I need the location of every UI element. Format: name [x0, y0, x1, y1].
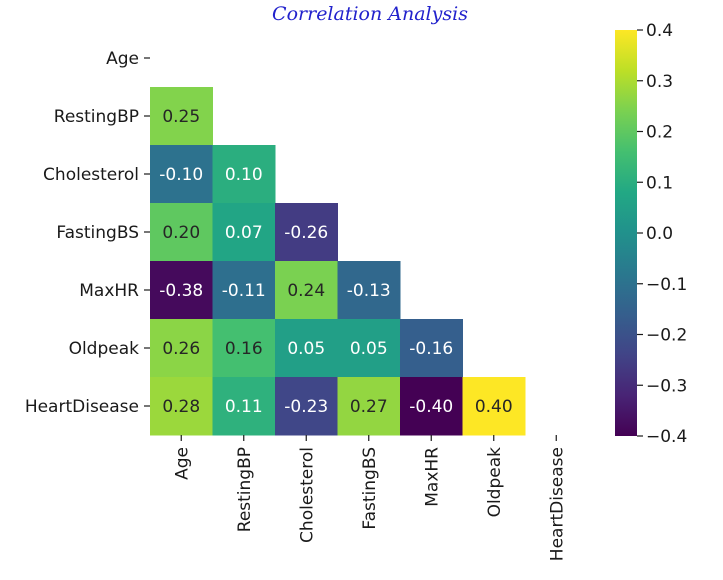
heatmap-cell: [462, 377, 526, 436]
cell-value-label: 0.05: [287, 339, 325, 359]
heatmap-cell: [212, 145, 276, 204]
y-tick-label: Oldpeak: [69, 339, 140, 359]
x-tick-label: Oldpeak: [485, 447, 505, 518]
y-tick-label: FastingBS: [56, 223, 139, 243]
colorbar-tick-label: 0.4: [646, 21, 673, 41]
heatmap-cell: [212, 319, 276, 378]
cell-value-label: 0.20: [162, 223, 200, 243]
heatmap-cell: [275, 203, 338, 262]
x-axis-tick-labels: Age RestingBP Cholesterol FastingBS MaxHR Old…: [172, 435, 567, 561]
colorbar-tick-label: −0.1: [646, 275, 687, 295]
colorbar-tick-label: 0.0: [646, 224, 673, 244]
colorbar-tick-label: −0.3: [646, 376, 687, 396]
heatmap-cell: [275, 261, 338, 320]
colorbar-tick-label: 0.2: [646, 123, 673, 143]
colorbar-tick-label: −0.4: [646, 427, 687, 447]
heatmap-cell: [150, 377, 213, 436]
colorbar-tick-label: 0.3: [646, 72, 673, 92]
cell-value-label: -0.13: [347, 281, 391, 301]
heatmap-cell: [150, 261, 213, 320]
heatmap-cell: [337, 261, 401, 320]
cell-value-label: -0.26: [284, 223, 328, 243]
colorbar: 0.4 0.3 0.2 0.1 0.0 −0.1 −0.2 −0.3 −0.4: [615, 21, 687, 447]
heatmap-cell: [150, 87, 213, 146]
x-tick-label: HeartDisease: [547, 447, 567, 561]
heatmap-cell: [400, 377, 463, 436]
heatmap-cell: [275, 377, 338, 436]
y-axis-tick-labels: Age RestingBP Cholesterol FastingBS MaxHR Old…: [25, 49, 150, 417]
colorbar-tick-label: 0.1: [646, 173, 673, 193]
heatmap-cell: [212, 261, 276, 320]
heatmap-cell: [150, 203, 213, 262]
x-tick-label: MaxHR: [422, 447, 442, 507]
y-tick-label: RestingBP: [54, 107, 139, 127]
cell-value-label: -0.23: [284, 397, 328, 417]
cell-value-label: 0.25: [162, 107, 200, 127]
cell-value-label: 0.24: [287, 281, 325, 301]
y-tick-label: MaxHR: [79, 281, 139, 301]
heatmap-cell: [150, 319, 213, 378]
cell-value-label: 0.26: [162, 339, 200, 359]
cell-value-label: 0.07: [225, 223, 263, 243]
heatmap-cells: 0.25 -0.10 0.10 0.20 0.07 -0.26 -0.38 -0.11 0.24…: [150, 87, 526, 436]
cell-value-label: 0.28: [162, 397, 200, 417]
heatmap-cell: [212, 203, 276, 262]
x-tick-label: Cholesterol: [297, 447, 317, 543]
heatmap-cell: [275, 319, 338, 378]
cell-value-label: -0.40: [409, 397, 453, 417]
colorbar-tick-label: −0.2: [646, 326, 687, 346]
cell-value-label: 0.11: [225, 397, 263, 417]
heatmap-cell: [337, 377, 401, 436]
heatmap-cell: [212, 377, 276, 436]
y-tick-label: Age: [106, 49, 139, 69]
heatmap-cell: [150, 145, 213, 204]
cell-value-label: 0.10: [225, 165, 263, 185]
cell-value-label: -0.10: [159, 165, 203, 185]
cell-value-label: -0.38: [159, 281, 203, 301]
heatmap-cell: [337, 319, 401, 378]
cell-value-label: 0.40: [475, 397, 513, 417]
cell-value-label: -0.16: [409, 339, 453, 359]
x-tick-label: FastingBS: [360, 447, 380, 530]
x-tick-label: Age: [172, 447, 192, 480]
y-tick-label: HeartDisease: [25, 397, 139, 417]
colorbar-gradient: [615, 30, 637, 436]
heatmap-cell: [400, 319, 463, 378]
chart-title: Correlation Analysis: [272, 3, 468, 25]
y-tick-label: Cholesterol: [43, 165, 139, 185]
cell-value-label: 0.16: [225, 339, 263, 359]
cell-value-label: -0.11: [222, 281, 266, 301]
x-tick-label: RestingBP: [235, 447, 255, 532]
cell-value-label: 0.27: [350, 397, 388, 417]
cell-value-label: 0.05: [350, 339, 388, 359]
